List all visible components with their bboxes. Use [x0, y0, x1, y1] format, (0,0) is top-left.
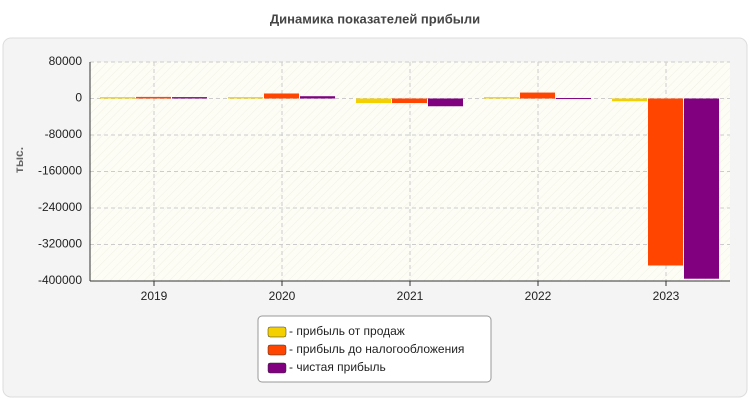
x-tick-label: 2019: [141, 289, 168, 303]
bar: [428, 98, 463, 107]
bar: [356, 98, 391, 104]
bar: [228, 97, 263, 99]
y-tick-label: 80000: [49, 54, 83, 68]
bar: [172, 97, 207, 99]
bar: [264, 93, 299, 99]
x-tick-label: 2020: [269, 289, 296, 303]
legend: [257, 315, 492, 383]
bar: [484, 97, 519, 99]
y-tick-label: -160000: [38, 164, 82, 178]
legend-swatch: [267, 344, 287, 356]
bar: [612, 98, 647, 102]
plot-area: [90, 62, 730, 281]
legend-label: - чистая прибыль: [289, 360, 386, 374]
y-axis-label: тыс.: [12, 147, 26, 173]
y-tick-label: -320000: [38, 237, 82, 251]
bar: [648, 98, 683, 266]
legend-swatch: [267, 362, 287, 374]
x-tick-label: 2022: [525, 289, 552, 303]
x-tick-label: 2021: [397, 289, 424, 303]
bar: [100, 97, 135, 99]
bar: [520, 92, 555, 99]
legend-label: - прибыль от продаж: [289, 324, 405, 338]
y-tick-label: 0: [75, 91, 82, 105]
y-tick-label: -240000: [38, 200, 82, 214]
bar: [556, 98, 591, 100]
legend-label: - прибыль до налогообложения: [289, 342, 464, 356]
bar: [684, 98, 719, 279]
chart-title: Динамика показателей прибыли: [270, 11, 480, 26]
bar: [300, 96, 335, 99]
bar: [136, 96, 171, 99]
y-tick-label: -400000: [38, 273, 82, 287]
bar: [392, 98, 427, 104]
x-tick-label: 2023: [653, 289, 680, 303]
legend-swatch: [267, 326, 287, 338]
y-tick-label: -80000: [45, 127, 83, 141]
